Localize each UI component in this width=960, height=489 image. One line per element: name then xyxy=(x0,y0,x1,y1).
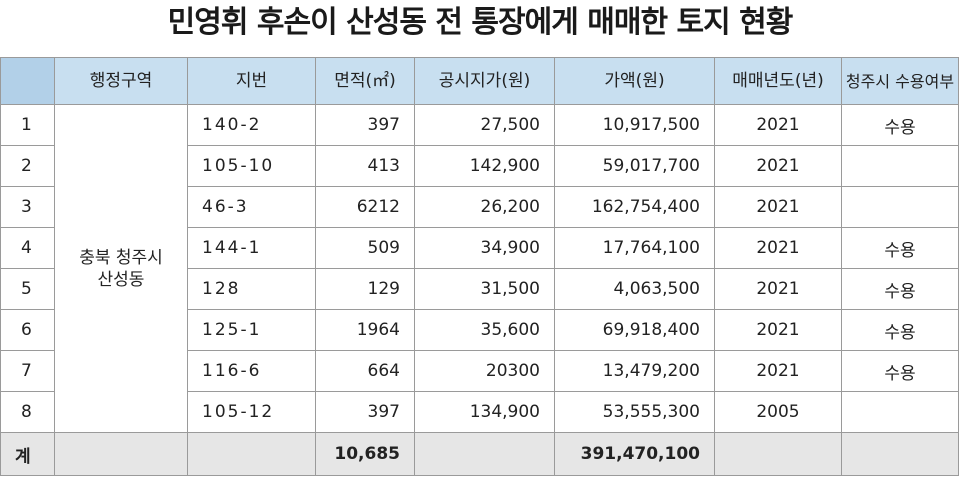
column-header-area: 면적(㎡) xyxy=(315,57,415,105)
value: 162,754,400 xyxy=(554,186,715,228)
sale-year: 2021 xyxy=(714,268,842,310)
area: 664 xyxy=(315,350,415,392)
header-row: 행정구역 지번 면적(㎡) 공시지가(원) 가액(원) 매매년도(년) 청주시 … xyxy=(0,57,959,105)
column-header-index xyxy=(0,57,55,105)
region-label: 충북 청주시 산성동 xyxy=(79,247,163,290)
sale-year: 2021 xyxy=(714,104,842,146)
row-number: 7 xyxy=(0,350,55,392)
table-row: 6 125-1 1964 35,600 69,918,400 2021 수용 xyxy=(0,309,959,351)
sale-year: 2005 xyxy=(714,391,842,433)
row-number: 4 xyxy=(0,227,55,269)
table-row: 2 105-10 413 142,900 59,017,700 2021 xyxy=(0,145,959,187)
official-price: 35,600 xyxy=(414,309,555,351)
expropriated xyxy=(841,186,959,228)
expropriated: 수용 xyxy=(841,268,959,310)
land-sales-table: 행정구역 지번 면적(㎡) 공시지가(원) 가액(원) 매매년도(년) 청주시 … xyxy=(0,57,959,476)
expropriated xyxy=(841,391,959,433)
area: 413 xyxy=(315,145,415,187)
lot-number: 125-1 xyxy=(187,309,316,351)
official-price: 26,200 xyxy=(414,186,555,228)
value: 17,764,100 xyxy=(554,227,715,269)
expropriated xyxy=(841,145,959,187)
area: 1964 xyxy=(315,309,415,351)
value: 10,917,500 xyxy=(554,104,715,146)
area: 397 xyxy=(315,391,415,433)
lot-number: 116-6 xyxy=(187,350,316,392)
total-empty-cell xyxy=(54,432,188,476)
area: 509 xyxy=(315,227,415,269)
table-row: 8 105-12 397 134,900 53,555,300 2005 xyxy=(0,391,959,433)
column-header-lot: 지번 xyxy=(187,57,316,105)
row-number: 6 xyxy=(0,309,55,351)
table-row: 5 128 129 31,500 4,063,500 2021 수용 xyxy=(0,268,959,310)
value: 53,555,300 xyxy=(554,391,715,433)
official-price: 142,900 xyxy=(414,145,555,187)
page-title: 민영휘 후손이 산성동 전 통장에게 매매한 토지 현황 xyxy=(167,5,794,40)
total-area: 10,685 xyxy=(315,432,415,476)
table-row: 1 충북 청주시 산성동 140-2 397 27,500 10,917,500… xyxy=(0,104,959,433)
lot-number: 105-12 xyxy=(187,391,316,433)
lot-number: 46-3 xyxy=(187,186,316,228)
total-empty-cell xyxy=(841,432,959,476)
official-price: 20300 xyxy=(414,350,555,392)
table-row: 7 116-6 664 20300 13,479,200 2021 수용 xyxy=(0,350,959,392)
lot-number: 144-1 xyxy=(187,227,316,269)
value: 69,918,400 xyxy=(554,309,715,351)
row-number: 8 xyxy=(0,391,55,433)
lot-number: 140-2 xyxy=(187,104,316,146)
column-header-expropriated: 청주시 수용여부 xyxy=(841,57,959,105)
column-header-official-price: 공시지가(원) xyxy=(414,57,555,105)
value: 4,063,500 xyxy=(554,268,715,310)
total-row: 계 10,685 391,470,100 xyxy=(0,432,959,476)
area: 6212 xyxy=(315,186,415,228)
value: 13,479,200 xyxy=(554,350,715,392)
region-cell: 충북 청주시 산성동 xyxy=(54,104,188,433)
expropriated: 수용 xyxy=(841,104,959,146)
sale-year: 2021 xyxy=(714,309,842,351)
official-price: 27,500 xyxy=(414,104,555,146)
official-price: 34,900 xyxy=(414,227,555,269)
total-empty-cell xyxy=(714,432,842,476)
total-value: 391,470,100 xyxy=(554,432,715,476)
sale-year: 2021 xyxy=(714,227,842,269)
area: 397 xyxy=(315,104,415,146)
lot-number: 128 xyxy=(187,268,316,310)
total-empty-cell xyxy=(187,432,316,476)
value: 59,017,700 xyxy=(554,145,715,187)
row-number: 1 xyxy=(0,104,55,146)
expropriated: 수용 xyxy=(841,350,959,392)
official-price: 31,500 xyxy=(414,268,555,310)
sale-year: 2021 xyxy=(714,186,842,228)
official-price: 134,900 xyxy=(414,391,555,433)
area: 129 xyxy=(315,268,415,310)
column-header-value: 가액(원) xyxy=(554,57,715,105)
row-number: 2 xyxy=(0,145,55,187)
expropriated: 수용 xyxy=(841,309,959,351)
total-label: 계 xyxy=(0,432,55,476)
row-number: 5 xyxy=(0,268,55,310)
sale-year: 2021 xyxy=(714,350,842,392)
row-number: 3 xyxy=(0,186,55,228)
expropriated: 수용 xyxy=(841,227,959,269)
lot-number: 105-10 xyxy=(187,145,316,187)
column-header-year: 매매년도(년) xyxy=(714,57,842,105)
total-empty-cell xyxy=(414,432,555,476)
column-header-region: 행정구역 xyxy=(54,57,188,105)
sale-year: 2021 xyxy=(714,145,842,187)
